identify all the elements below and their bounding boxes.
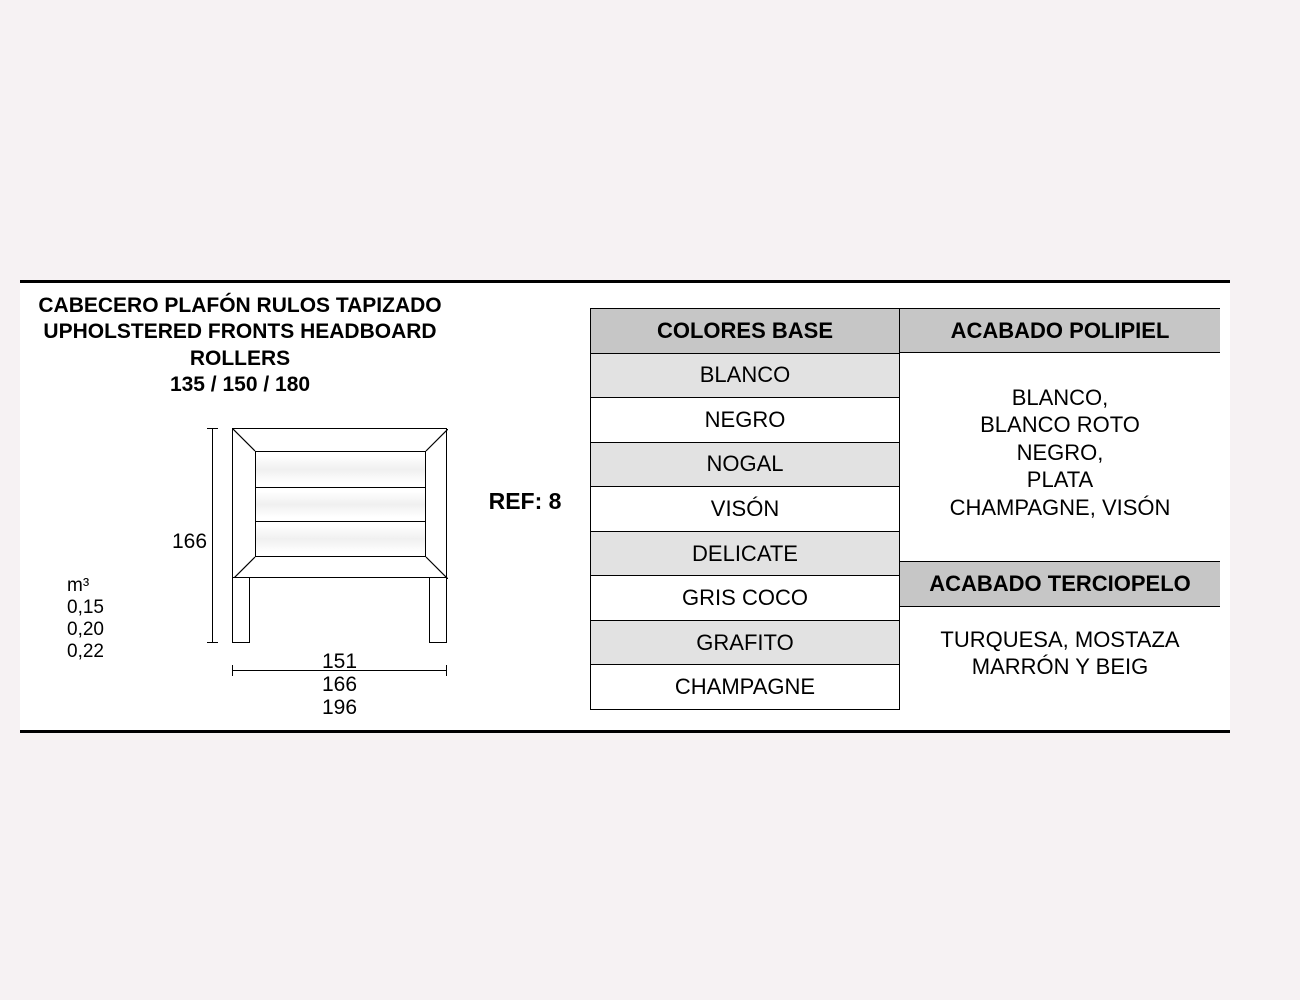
color-row: CHAMPAGNE xyxy=(591,665,900,710)
roller-1 xyxy=(256,452,425,487)
color-row: BLANCO xyxy=(591,353,900,398)
color-row: GRIS COCO xyxy=(591,576,900,621)
tables-block: COLORES BASE BLANCO NEGRO NOGAL VISÓN DE… xyxy=(590,293,1230,710)
height-dim-line xyxy=(212,428,213,643)
dimension-diagram: m³ 0,15 0,20 0,22 166 xyxy=(32,410,448,710)
headboard-frame xyxy=(232,428,447,578)
color-row: GRAFITO xyxy=(591,620,900,665)
color-row: DELICATE xyxy=(591,531,900,576)
polipiel-body: BLANCO, BLANCO ROTO NEGRO, PLATA CHAMPAG… xyxy=(900,353,1220,562)
leg-left xyxy=(232,578,250,643)
headboard-inner xyxy=(255,451,426,557)
roller-3 xyxy=(256,521,425,556)
color-row: NOGAL xyxy=(591,442,900,487)
spec-sheet: CABECERO PLAFÓN RULOS TAPIZADO UPHOLSTER… xyxy=(20,280,1230,733)
headboard-drawing xyxy=(232,428,447,643)
width-labels: 151 166 196 xyxy=(232,650,447,719)
width-1: 166 xyxy=(322,673,357,696)
m3-val-2: 0,22 xyxy=(67,641,104,662)
terciopelo-header: ACABADO TERCIOPELO xyxy=(900,562,1220,606)
ref-label: REF: 8 xyxy=(489,488,562,515)
leg-right xyxy=(429,578,447,643)
title-line-3: 135 / 150 / 180 xyxy=(170,373,310,396)
m3-label: m³ xyxy=(67,575,89,596)
title-line-1: CABECERO PLAFÓN RULOS TAPIZADO xyxy=(38,294,441,317)
roller-2 xyxy=(256,487,425,522)
height-label: 166 xyxy=(172,530,207,554)
m3-val-0: 0,15 xyxy=(67,597,104,618)
ref-column: REF: 8 xyxy=(460,293,590,710)
color-row: NEGRO xyxy=(591,398,900,443)
polipiel-header: ACABADO POLIPIEL xyxy=(900,309,1220,353)
acabado-tables: ACABADO POLIPIEL BLANCO, BLANCO ROTO NEG… xyxy=(900,308,1220,710)
terciopelo-body: TURQUESA, MOSTAZA MARRÓN Y BEIG xyxy=(900,606,1220,710)
colores-header: COLORES BASE xyxy=(591,309,900,354)
width-0: 151 xyxy=(322,650,357,673)
title-line-2: UPHOLSTERED FRONTS HEADBOARD ROLLERS xyxy=(43,320,436,369)
volume-block: m³ 0,15 0,20 0,22 xyxy=(67,575,104,662)
width-2: 196 xyxy=(322,696,357,719)
colores-base-table: COLORES BASE BLANCO NEGRO NOGAL VISÓN DE… xyxy=(590,308,900,710)
left-column: CABECERO PLAFÓN RULOS TAPIZADO UPHOLSTER… xyxy=(20,293,460,710)
product-title: CABECERO PLAFÓN RULOS TAPIZADO UPHOLSTER… xyxy=(32,293,448,398)
color-row: VISÓN xyxy=(591,487,900,532)
m3-val-1: 0,20 xyxy=(67,619,104,640)
